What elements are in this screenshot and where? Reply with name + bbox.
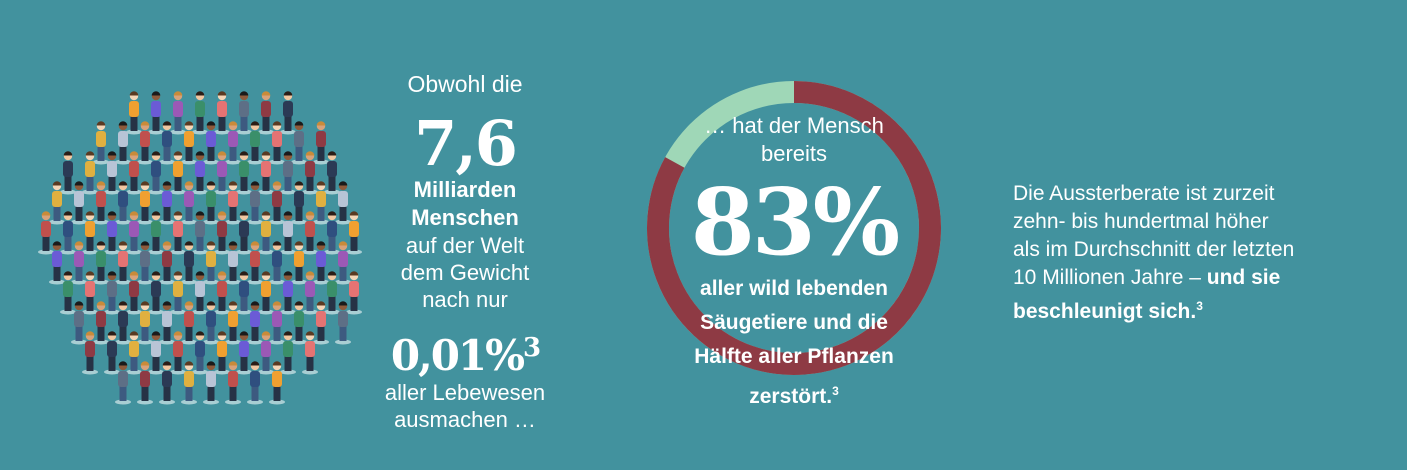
people-line-1: auf der Welt <box>405 233 525 258</box>
population-number: 7,6 <box>414 107 518 180</box>
destruction-footnote: 3 <box>832 384 839 398</box>
extinction-line-3: als im Durchschnitt der letzten <box>1013 238 1295 261</box>
extinction-footnote: 3 <box>1196 299 1203 313</box>
extinction-line-5: beschleunigt sich.3 <box>1013 292 1373 326</box>
population-unit-2: Menschen <box>411 205 519 230</box>
extinction-line-2: zehn- bis hundertmal höher <box>1013 210 1269 233</box>
population-unit-1: Milliarden <box>413 177 517 202</box>
destruction-desc-4: zerstört.3 <box>646 376 942 412</box>
destruction-ring <box>647 81 941 375</box>
destruction-stat: … hat der Mensch bereits 83% aller wild … <box>646 112 942 412</box>
extinction-note: Die Aussterberate ist zurzeit zehn- bis … <box>1013 180 1373 326</box>
crowd-of-people-icon <box>38 91 362 405</box>
people-line-2: dem Gewicht <box>400 260 530 285</box>
share-number: 0,01%3 <box>365 325 565 379</box>
extinction-line-1: Die Aussterberate ist zurzeit <box>1013 182 1275 205</box>
destruction-lead-2: bereits <box>760 141 828 166</box>
destruction-desc-1: aller wild lebenden <box>700 277 888 300</box>
ring-destroyed-arc <box>647 81 941 375</box>
people-tail-2: ausmachen … <box>394 407 536 432</box>
people-line-3: nach nur <box>422 287 508 312</box>
extinction-line-5-bold: beschleunigt sich. <box>1013 300 1197 323</box>
people-intro: Obwohl die <box>407 71 523 97</box>
destruction-desc-3: Hälfte aller Pflanzen <box>694 345 894 368</box>
share-footnote: 3 <box>523 333 541 363</box>
destruction-desc-4-text: zerstört. <box>749 385 833 408</box>
extinction-line-4-regular: 10 Millionen Jahre – <box>1013 266 1207 289</box>
destruction-lead-1: … hat der Mensch <box>704 113 884 138</box>
people-tail-1: aller Lebewesen <box>384 380 546 405</box>
destruction-desc-2: Säugetiere und die <box>700 311 888 334</box>
share-value: 0,01% <box>390 331 525 380</box>
people-stat: Obwohl die 7,6 Milliarden Menschen auf d… <box>365 70 565 433</box>
extinction-line-4-bold: und sie <box>1206 266 1281 289</box>
extinction-line-4: 10 Millionen Jahre – und sie <box>1013 264 1373 292</box>
destruction-percent: 83% <box>690 168 900 276</box>
